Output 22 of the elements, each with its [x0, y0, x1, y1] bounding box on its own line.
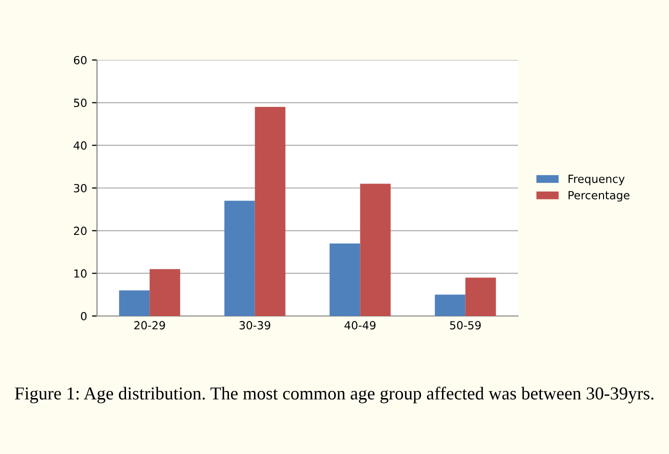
y-tick-label: 20 — [74, 226, 87, 236]
legend-label: Frequency — [568, 174, 625, 186]
x-tick-label: 40-49 — [344, 321, 376, 330]
bar — [150, 269, 180, 316]
y-tick-label: 50 — [74, 98, 87, 108]
caption: Figure 1: Age distribution. The most common age group affected was between 30-39yrs. — [14, 386, 654, 404]
x-tick-label: 50-59 — [450, 321, 481, 330]
y-tick-label: 40 — [74, 141, 87, 150]
y-tick-label: 60 — [74, 56, 87, 64]
legend-label: Percentage — [568, 191, 630, 202]
y-tick-label: 30 — [74, 184, 87, 192]
y-tick-label: 10 — [74, 269, 87, 278]
x-tick-label: 20-29 — [134, 321, 165, 330]
bar — [330, 243, 360, 316]
bar — [224, 200, 255, 316]
bar — [465, 278, 496, 316]
bar — [434, 294, 466, 316]
y-tick-label: 0 — [80, 312, 87, 320]
bar — [254, 106, 286, 316]
bar — [119, 290, 150, 316]
bar — [360, 184, 391, 316]
x-tick-label: 30-39 — [240, 321, 270, 330]
